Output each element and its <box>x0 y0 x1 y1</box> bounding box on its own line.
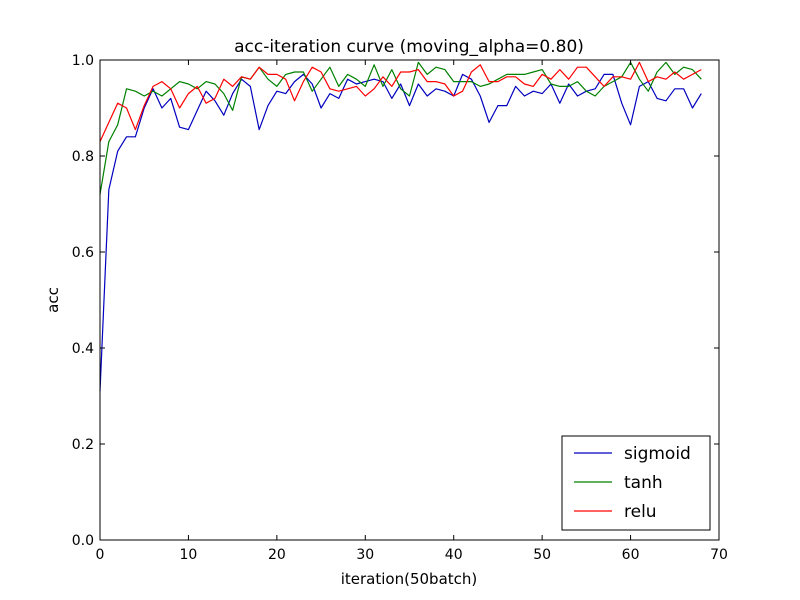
legend-box <box>561 435 711 531</box>
plot-area <box>99 61 702 392</box>
y-tick-label: 0.6 <box>72 245 94 261</box>
legend-label-tanh: tanh <box>624 473 663 493</box>
legend: sigmoid tanh relu <box>561 435 711 531</box>
y-tick-label: 1.0 <box>72 53 94 69</box>
x-tick-label: 30 <box>356 547 374 563</box>
series-line-relu <box>99 61 702 142</box>
y-tick-label: 0.4 <box>72 341 94 357</box>
x-tick-label: 60 <box>622 547 640 563</box>
x-tick-label: 50 <box>533 547 551 563</box>
series-line-tanh <box>99 61 702 195</box>
y-tick-label: 0.0 <box>72 533 94 549</box>
x-tick-label: 10 <box>180 547 198 563</box>
axis-ticks: 0 10 20 30 40 50 60 70 0.0 0.2 0.4 0.6 0.8 1.0 <box>72 53 728 563</box>
x-tick-label: 70 <box>710 547 728 563</box>
x-axis-label: iteration(50batch) <box>341 570 478 588</box>
x-tick-label: 20 <box>268 547 286 563</box>
legend-label-sigmoid: sigmoid <box>624 444 691 464</box>
legend-label-relu: relu <box>624 502 657 522</box>
chart-title: acc-iteration curve (moving_alpha=0.80) <box>234 37 584 57</box>
series-line-sigmoid <box>99 73 702 392</box>
y-tick-label: 0.8 <box>72 149 94 165</box>
y-axis-label: acc <box>44 287 62 313</box>
x-tick-label: 40 <box>445 547 463 563</box>
x-tick-label: 0 <box>96 547 105 563</box>
y-tick-label: 0.2 <box>72 437 94 453</box>
plot-frame <box>99 59 720 541</box>
